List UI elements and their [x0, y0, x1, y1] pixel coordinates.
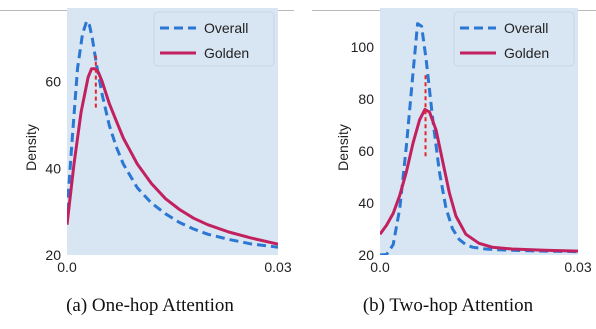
chart-one-hop-attention: 20 40 60 0.0 0.03 Density Overall Golden — [23, 8, 292, 275]
caption-two-hop: (b) Two-hop Attention — [362, 295, 534, 316]
x-tick-label: 0.03 — [564, 259, 591, 275]
y-axis-label: Density — [335, 124, 351, 171]
y-axis-label: Density — [23, 124, 39, 171]
series-overall-line — [67, 19, 278, 249]
y-tick-label: 20 — [358, 247, 374, 263]
y-tick-label: 20 — [45, 247, 61, 263]
x-tick-label: 0.0 — [57, 259, 77, 275]
y-tick-label: 60 — [358, 143, 374, 159]
y-tick-label: 100 — [351, 39, 375, 55]
caption-one-hop: (a) One-hop Attention — [66, 295, 234, 316]
series-golden-line — [380, 107, 578, 253]
legend-overall-label: Overall — [204, 20, 248, 36]
series-golden-line — [67, 67, 278, 246]
legend-golden-label: Golden — [504, 45, 549, 61]
legend-overall-label: Overall — [504, 20, 548, 36]
legend-golden-label: Golden — [204, 45, 249, 61]
y-tick-label: 60 — [45, 74, 61, 90]
y-tick-label: 40 — [358, 195, 374, 211]
x-tick-label: 0.03 — [264, 259, 291, 275]
y-tick-label: 80 — [358, 91, 374, 107]
x-tick-label: 0.0 — [370, 259, 390, 275]
chart-two-hop-attention: 20 40 60 80 100 0.0 0.03 Density Overall Golden — [335, 8, 592, 275]
y-tick-label: 40 — [45, 160, 61, 176]
